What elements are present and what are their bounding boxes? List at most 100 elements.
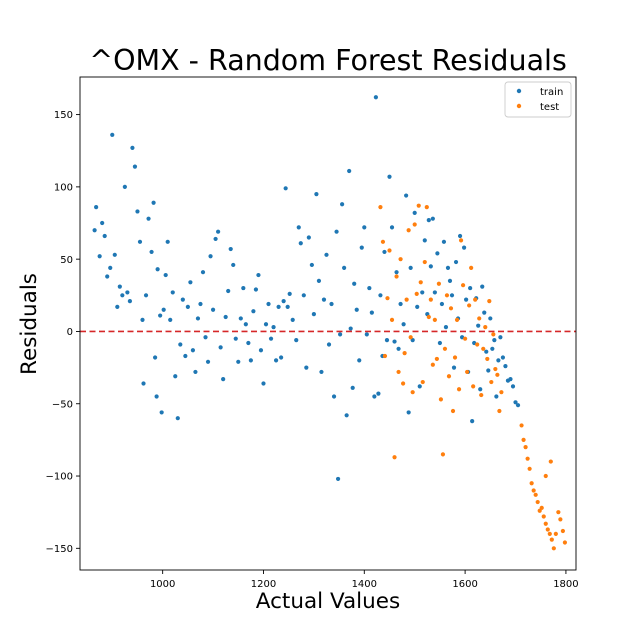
train-point xyxy=(468,285,473,291)
test-point xyxy=(479,392,484,398)
train-point xyxy=(256,272,261,278)
test-point xyxy=(396,369,401,375)
train-point xyxy=(515,403,521,408)
train-point xyxy=(287,291,292,296)
train-point xyxy=(140,317,145,322)
test-point xyxy=(467,303,472,308)
train-point xyxy=(248,358,253,363)
train-point xyxy=(408,265,413,270)
train-point xyxy=(301,293,306,298)
train-point xyxy=(253,287,259,292)
train-point xyxy=(221,377,226,382)
train-point xyxy=(149,249,154,255)
test-point xyxy=(531,488,536,493)
train-point xyxy=(428,264,433,269)
test-point xyxy=(499,390,504,395)
test-point xyxy=(541,514,546,519)
train-point xyxy=(503,364,508,369)
test-point xyxy=(556,510,561,515)
test-point xyxy=(493,366,498,372)
train-point xyxy=(276,304,281,309)
train-point xyxy=(367,285,372,291)
train-point xyxy=(373,95,378,100)
train-point xyxy=(426,218,431,223)
test-point xyxy=(389,317,395,322)
test-point xyxy=(452,355,458,360)
y-tick-label: −150 xyxy=(46,544,73,555)
y-tick-label: −50 xyxy=(52,399,73,410)
train-point xyxy=(228,246,233,252)
train-point xyxy=(453,259,459,265)
test-point xyxy=(434,356,439,362)
train-point xyxy=(476,323,481,328)
test-point xyxy=(426,314,431,320)
test-point xyxy=(385,296,390,301)
test-point xyxy=(471,384,476,389)
train-point xyxy=(394,270,399,275)
test-point xyxy=(404,297,409,302)
test-point xyxy=(469,265,474,270)
train-point xyxy=(112,252,117,257)
train-point xyxy=(132,164,138,169)
test-point xyxy=(416,203,421,208)
legend-marker-test xyxy=(516,103,522,109)
train-point xyxy=(137,239,143,244)
train-point xyxy=(165,239,170,244)
train-point xyxy=(441,239,447,244)
test-point xyxy=(551,546,556,551)
test-point xyxy=(463,336,468,341)
train-point xyxy=(357,358,362,363)
train-point xyxy=(484,349,489,354)
train-point xyxy=(185,304,190,309)
train-point xyxy=(231,262,236,268)
points-layer xyxy=(92,95,568,551)
y-tick-label: 150 xyxy=(54,110,73,121)
train-point xyxy=(236,359,241,364)
test-point xyxy=(454,317,460,322)
train-point xyxy=(362,225,367,230)
test-point xyxy=(428,297,433,302)
train-point xyxy=(331,394,337,399)
train-point xyxy=(447,278,453,283)
train-point xyxy=(268,336,274,341)
test-point xyxy=(533,492,538,497)
train-point xyxy=(241,285,246,291)
train-point xyxy=(420,290,425,295)
y-tick-label: 50 xyxy=(60,255,73,266)
train-point xyxy=(513,400,518,405)
train-point xyxy=(261,381,266,386)
train-point xyxy=(488,316,493,321)
y-axis-label: Residuals xyxy=(17,273,42,375)
train-point xyxy=(404,193,409,198)
train-point xyxy=(337,332,343,337)
test-point xyxy=(412,222,417,227)
train-point xyxy=(449,293,455,298)
plot-frame xyxy=(79,76,577,571)
plot-background xyxy=(80,77,576,570)
train-point xyxy=(415,304,420,309)
train-point xyxy=(478,387,483,392)
train-point xyxy=(290,317,295,322)
test-point xyxy=(392,455,397,460)
x-axis: 1000 1200 1400 1600 1800 xyxy=(150,570,579,590)
train-point xyxy=(283,186,288,191)
train-point xyxy=(178,342,183,347)
train-point xyxy=(378,293,383,298)
legend-item-test: test xyxy=(516,102,559,113)
train-point xyxy=(347,168,352,174)
test-point xyxy=(523,445,528,450)
test-point xyxy=(560,528,565,534)
train-point xyxy=(432,290,437,295)
train-point xyxy=(168,317,173,322)
train-point xyxy=(180,297,185,302)
train-point xyxy=(94,205,99,210)
test-point xyxy=(406,228,411,233)
test-point xyxy=(543,521,548,526)
test-point xyxy=(414,291,419,296)
test-point xyxy=(402,351,407,356)
legend-marker-train xyxy=(516,88,522,94)
train-point xyxy=(311,312,316,317)
test-point xyxy=(420,379,425,385)
test-point xyxy=(422,259,427,265)
train-point xyxy=(412,210,417,216)
